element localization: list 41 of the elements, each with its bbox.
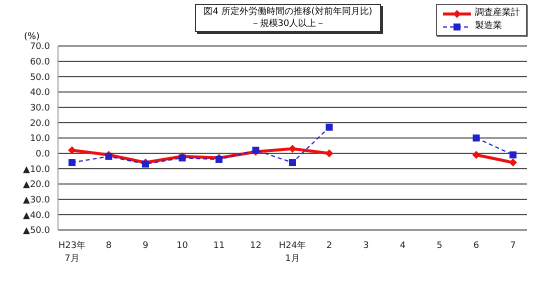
chart-title: 図4 所定外労働時間の推移(対前年同月比) (202, 6, 374, 18)
x-tick-label: 5 (436, 241, 442, 251)
y-tick-label: 20.0 (30, 118, 50, 129)
y-tick-label: ▲30.0 (23, 196, 50, 206)
y-tick-label: ▲20.0 (23, 180, 50, 190)
x-tick-label: 6 (473, 241, 480, 251)
x-tick-label: 3 (363, 241, 369, 251)
x-tick-label: 8 (106, 241, 112, 251)
x-tick-label: 4 (400, 241, 406, 251)
x-tick-label: 7 (510, 241, 516, 251)
point (325, 149, 334, 158)
point (289, 159, 296, 166)
x-tick-label: 2 (326, 241, 332, 251)
x-tick-label: H24年 1月 (278, 240, 306, 264)
y-tick-label: 70.0 (30, 42, 50, 52)
point (510, 151, 516, 158)
point (509, 158, 517, 167)
y-tick-label: 40.0 (30, 88, 50, 98)
legend-label: 製造業 (475, 20, 502, 33)
y-axis-title: (%) (24, 32, 40, 42)
chart-subtitle: －規模30人以上－ (250, 18, 326, 30)
y-tick-label: ▲10.0 (23, 164, 50, 175)
y-tick-label: ▲50.0 (23, 226, 50, 236)
x-tick-label: 11 (213, 241, 225, 251)
point (472, 134, 480, 142)
y-tick-label: 50.0 (30, 72, 50, 83)
y-tick-label: 10.0 (30, 134, 50, 144)
y-tick-label: 0.0 (36, 150, 50, 160)
x-tick-label: 9 (142, 241, 149, 251)
x-tick-label: 10 (176, 241, 188, 251)
y-tick-label: 60.0 (30, 58, 50, 68)
x-tick-label: 12 (250, 241, 262, 251)
point (68, 146, 76, 154)
y-tick-label: ▲40.0 (23, 210, 50, 221)
y-tick-label: 30.0 (30, 104, 50, 114)
x-tick-label: H23年 7月 (58, 240, 86, 264)
point (472, 150, 480, 159)
point (326, 124, 333, 131)
point (288, 144, 296, 153)
point (68, 159, 76, 166)
legend-label: 調査産業計 (475, 7, 520, 20)
